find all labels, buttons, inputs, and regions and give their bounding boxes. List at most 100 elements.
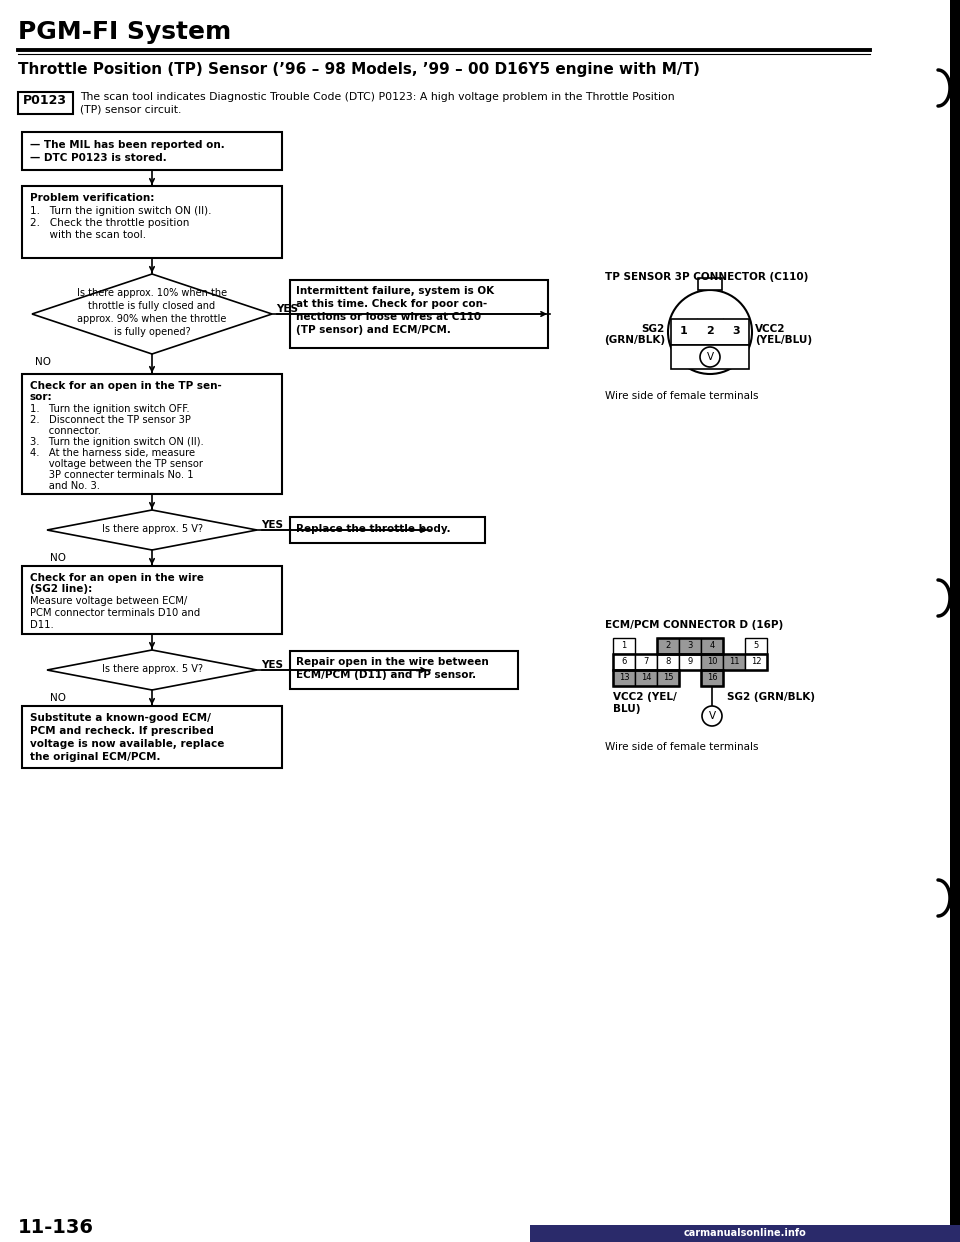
Text: 16: 16 [707,673,717,682]
Bar [657,638,723,655]
Text: — DTC P0123 is stored.: — DTC P0123 is stored. [30,153,167,163]
Text: Wire side of female terminals: Wire side of female terminals [605,741,758,751]
Text: 3: 3 [732,325,740,337]
Text: (TP sensor) and ECM/PCM.: (TP sensor) and ECM/PCM. [296,325,451,335]
Bar [723,655,745,669]
Text: V: V [708,710,715,722]
Text: with the scan tool.: with the scan tool. [30,230,146,240]
Text: 13: 13 [618,673,630,682]
Bar [613,669,635,686]
Text: 9: 9 [687,657,692,666]
Bar [613,655,767,669]
Bar [679,638,701,655]
Bar [701,655,723,669]
Text: voltage is now available, replace: voltage is now available, replace [30,739,225,749]
Text: BLU): BLU) [613,704,640,714]
Bar [613,669,679,686]
Text: and No. 3.: and No. 3. [30,481,100,491]
Bar [22,705,282,768]
Text: Is there approx. 5 V?: Is there approx. 5 V? [102,524,203,534]
Text: D11.: D11. [30,620,54,630]
Text: 6: 6 [621,657,627,666]
Bar [613,655,635,669]
Bar [698,278,722,289]
Text: (GRN/BLK): (GRN/BLK) [604,335,665,345]
Text: 10: 10 [707,657,717,666]
Text: 1: 1 [621,641,627,650]
Text: Repair open in the wire between: Repair open in the wire between [296,657,489,667]
Text: at this time. Check for poor con-: at this time. Check for poor con- [296,299,488,309]
Text: YES: YES [276,304,298,314]
Bar [22,566,282,633]
Text: Measure voltage between ECM/: Measure voltage between ECM/ [30,596,187,606]
Text: 7: 7 [643,657,649,666]
Text: Replace the throttle body.: Replace the throttle body. [296,524,450,534]
Bar [530,1225,960,1242]
Text: 3P connecter terminals No. 1: 3P connecter terminals No. 1 [30,469,194,479]
Text: Is there approx. 10% when the: Is there approx. 10% when the [77,288,228,298]
Text: connector.: connector. [30,426,101,436]
Text: 8: 8 [665,657,671,666]
Text: The scan tool indicates Diagnostic Trouble Code (DTC) P0123: A high voltage prob: The scan tool indicates Diagnostic Troub… [80,92,675,102]
Bar [657,655,679,669]
Text: Wire side of female terminals: Wire side of female terminals [605,391,758,401]
Circle shape [668,289,752,374]
Text: 15: 15 [662,673,673,682]
Bar [290,279,548,348]
Text: Check for an open in the TP sen-: Check for an open in the TP sen- [30,381,222,391]
Text: 2: 2 [707,325,714,337]
Text: carmanualsonline.info: carmanualsonline.info [684,1228,806,1238]
Text: 4: 4 [709,641,714,650]
Text: 5: 5 [754,641,758,650]
Text: sor:: sor: [30,392,53,402]
Text: YES: YES [261,520,283,530]
Bar [290,651,518,689]
Text: NO: NO [50,553,66,563]
Polygon shape [47,650,257,691]
Text: (SG2 line):: (SG2 line): [30,584,92,594]
Circle shape [702,705,722,727]
Text: YES: YES [261,660,283,669]
Bar [679,655,701,669]
Bar [701,669,723,686]
Text: 2.   Check the throttle position: 2. Check the throttle position [30,219,189,229]
Text: Check for an open in the wire: Check for an open in the wire [30,573,204,582]
Bar [613,638,635,655]
Bar [22,186,282,258]
Text: TP SENSOR 3P CONNECTOR (C110): TP SENSOR 3P CONNECTOR (C110) [605,272,808,282]
Text: 12: 12 [751,657,761,666]
Bar [745,638,767,655]
Circle shape [700,347,720,366]
Text: 1: 1 [680,325,688,337]
Bar [671,345,749,369]
Text: SG2: SG2 [641,324,665,334]
Text: VCC2 (YEL/: VCC2 (YEL/ [613,692,677,702]
Text: PCM connector terminals D10 and: PCM connector terminals D10 and [30,609,201,619]
Bar [290,517,485,543]
Text: Intermittent failure, system is OK: Intermittent failure, system is OK [296,286,494,296]
Text: nections or loose wires at C110: nections or loose wires at C110 [296,312,481,322]
Bar [657,669,679,686]
Text: Is there approx. 5 V?: Is there approx. 5 V? [102,664,203,674]
Text: PCM and recheck. If prescribed: PCM and recheck. If prescribed [30,727,214,737]
Text: 11: 11 [729,657,739,666]
Text: Throttle Position (TP) Sensor (’96 – 98 Models, ’99 – 00 D16Y5 engine with M/T): Throttle Position (TP) Sensor (’96 – 98 … [18,62,700,77]
Text: the original ECM/PCM.: the original ECM/PCM. [30,751,160,763]
Text: 14: 14 [640,673,651,682]
Text: (TP) sensor circuit.: (TP) sensor circuit. [80,104,181,114]
Bar [950,0,960,1225]
Text: SG2 (GRN/BLK): SG2 (GRN/BLK) [727,692,815,702]
Bar [745,655,767,669]
Bar [657,638,679,655]
Text: 11-136: 11-136 [18,1218,94,1237]
Bar [671,319,749,345]
Polygon shape [32,274,272,354]
Bar [701,638,723,655]
Text: NO: NO [50,693,66,703]
Text: 2: 2 [665,641,671,650]
Text: 2.   Disconnect the TP sensor 3P: 2. Disconnect the TP sensor 3P [30,415,191,425]
Text: ECM/PCM (D11) and TP sensor.: ECM/PCM (D11) and TP sensor. [296,669,476,681]
Bar [701,669,723,686]
Text: — The MIL has been reported on.: — The MIL has been reported on. [30,140,225,150]
Bar [18,92,73,114]
